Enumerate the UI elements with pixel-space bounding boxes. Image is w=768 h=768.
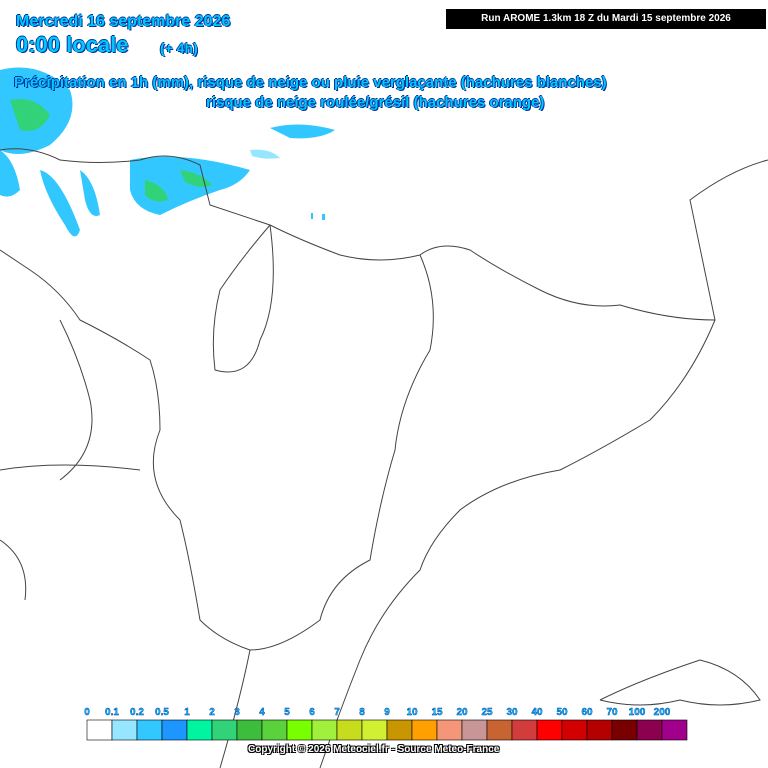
legend-label: 0.1 bbox=[105, 707, 119, 718]
legend-swatch bbox=[636, 719, 663, 741]
legend-swatch bbox=[386, 719, 413, 741]
legend-label: 25 bbox=[481, 707, 493, 718]
legend-label: 30 bbox=[506, 707, 518, 718]
legend-swatch bbox=[261, 719, 288, 741]
precipitation bbox=[0, 67, 335, 237]
title-line1: Précipitation en 1h (mm), risque de neig… bbox=[14, 74, 607, 91]
legend-label: 60 bbox=[581, 707, 593, 718]
legend-swatch bbox=[411, 719, 438, 741]
legend-label: 50 bbox=[556, 707, 568, 718]
legend-label: 3 bbox=[234, 707, 240, 718]
legend-swatch bbox=[561, 719, 588, 741]
legend-swatch bbox=[611, 719, 638, 741]
legend-swatch bbox=[511, 719, 538, 741]
legend-label: 100 bbox=[629, 707, 646, 718]
legend-swatch bbox=[311, 719, 338, 741]
legend-label: 0.5 bbox=[155, 707, 169, 718]
legend-label: 4 bbox=[259, 707, 265, 718]
time: 0:00 locale bbox=[16, 32, 129, 57]
legend-swatch bbox=[286, 719, 313, 741]
legend-label: 200 bbox=[654, 707, 671, 718]
legend-swatch bbox=[161, 719, 188, 741]
legend-label: 70 bbox=[606, 707, 618, 718]
legend-label: 2 bbox=[209, 707, 215, 718]
legend-label: 6 bbox=[309, 707, 315, 718]
legend-label: 8 bbox=[359, 707, 365, 718]
title-line2: risque de neige roulée/grésil (hachures … bbox=[206, 94, 545, 111]
legend-swatch bbox=[136, 719, 163, 741]
legend-label: 0.2 bbox=[130, 707, 144, 718]
legend-label: 5 bbox=[284, 707, 290, 718]
legend-swatch bbox=[436, 719, 463, 741]
borders bbox=[0, 148, 768, 768]
legend-swatch bbox=[211, 719, 238, 741]
date: Mercredi 16 septembre 2026 bbox=[16, 13, 231, 30]
legend-swatch bbox=[486, 719, 513, 741]
run-info: Run AROME 1.3km 18 Z du Mardi 15 septemb… bbox=[446, 9, 766, 29]
legend-label: 0 bbox=[84, 707, 90, 718]
legend-label: 9 bbox=[384, 707, 390, 718]
copyright: Copyright © 2026 Meteociel.fr - Source M… bbox=[248, 744, 500, 755]
legend-swatch bbox=[86, 719, 113, 741]
legend-swatch bbox=[111, 719, 138, 741]
legend-swatch bbox=[461, 719, 488, 741]
legend-swatch bbox=[661, 719, 688, 741]
legend-label: 1 bbox=[184, 707, 190, 718]
legend-label: 10 bbox=[406, 707, 418, 718]
legend-swatch bbox=[236, 719, 263, 741]
legend-swatch bbox=[536, 719, 563, 741]
legend-label: 15 bbox=[431, 707, 443, 718]
legend-swatch bbox=[186, 719, 213, 741]
legend-label: 40 bbox=[531, 707, 543, 718]
legend-label: 20 bbox=[456, 707, 468, 718]
legend-swatch bbox=[336, 719, 363, 741]
legend: 0 0.1 0.2 0.5 1 2 3 4 5 6 7 8 9 10 15 20 25 30 40 50 60 70 100… bbox=[84, 707, 688, 741]
legend-swatch bbox=[586, 719, 613, 741]
offset: (+ 4h) bbox=[160, 40, 198, 56]
legend-label: 7 bbox=[334, 707, 340, 718]
legend-swatch bbox=[361, 719, 388, 741]
